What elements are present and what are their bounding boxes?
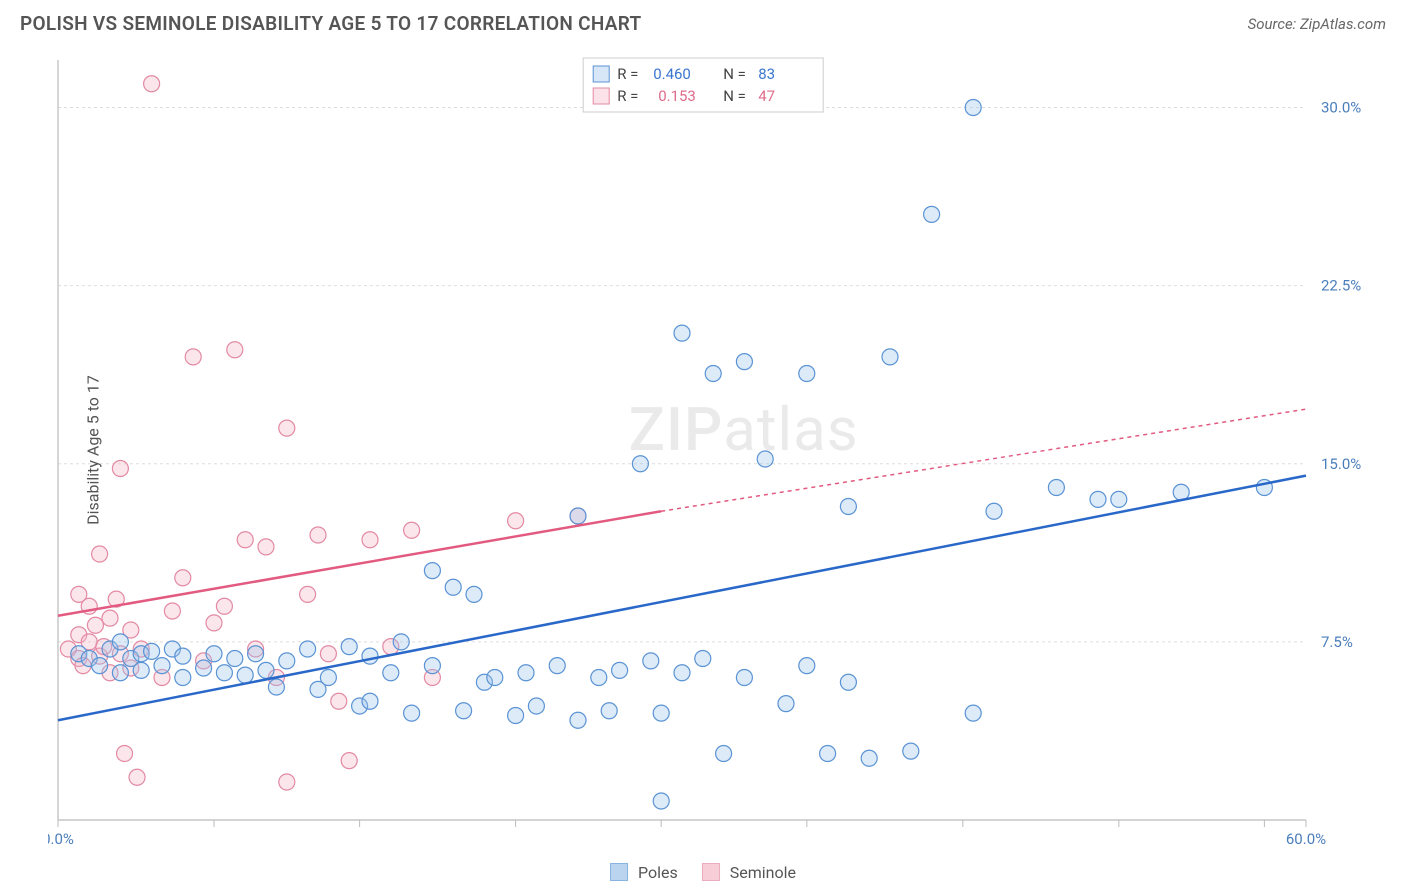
bottom-legend: Poles Seminole (610, 863, 796, 882)
chart-container: Disability Age 5 to 17 7.5% 15.0% 22.5% 30.… (48, 50, 1386, 850)
y-axis-label: Disability Age 5 to 17 (83, 375, 102, 525)
svg-text:0.153: 0.153 (658, 87, 696, 105)
legend-item-seminole: Seminole (702, 863, 796, 882)
legend-swatch-poles (610, 863, 628, 881)
scatter-chart: 7.5% 15.0% 22.5% 30.0% ZIPatlas 0.0% 60.0% R = 0… (48, 50, 1386, 850)
svg-text:N =: N = (723, 65, 746, 83)
svg-text:30.0%: 30.0% (1321, 99, 1361, 117)
svg-text:15.0%: 15.0% (1321, 455, 1361, 473)
chart-title: POLISH VS SEMINOLE DISABILITY AGE 5 TO 1… (20, 12, 642, 35)
svg-text:60.0%: 60.0% (1286, 830, 1326, 848)
svg-text:0.0%: 0.0% (48, 830, 74, 848)
source-label: Source: ZipAtlas.com (1248, 15, 1386, 33)
svg-text:0.460: 0.460 (653, 65, 691, 83)
legend-label-seminole: Seminole (730, 863, 796, 882)
svg-text:22.5%: 22.5% (1321, 277, 1361, 295)
svg-text:7.5%: 7.5% (1321, 633, 1353, 651)
svg-text:N =: N = (723, 87, 746, 105)
svg-text:R =: R = (617, 65, 638, 83)
svg-text:R =: R = (617, 87, 638, 105)
svg-text:83: 83 (758, 65, 775, 83)
legend-label-poles: Poles (638, 863, 678, 882)
legend-swatch-seminole (702, 863, 720, 881)
legend-item-poles: Poles (610, 863, 678, 882)
svg-text:ZIPatlas: ZIPatlas (629, 394, 859, 465)
svg-text:47: 47 (758, 87, 775, 105)
